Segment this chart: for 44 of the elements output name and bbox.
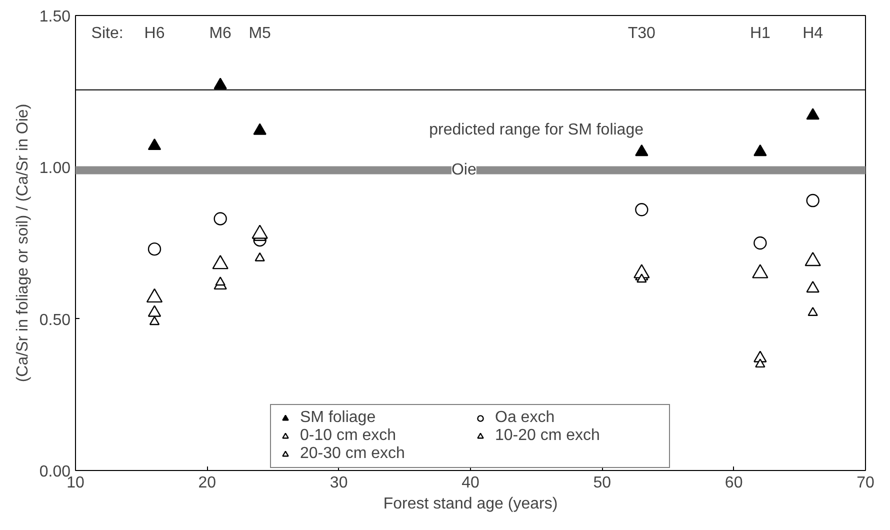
point [146, 288, 163, 303]
point [252, 224, 268, 239]
point [635, 144, 648, 156]
annotation: H1 [750, 25, 770, 42]
legend-label: 10-20 cm exch [495, 427, 601, 445]
point [806, 280, 820, 293]
legend-label: 0-10 cm exch [300, 427, 398, 445]
x-tick-label: 40 [462, 474, 480, 492]
point [215, 276, 226, 286]
point [636, 274, 647, 283]
point [754, 144, 767, 156]
y-tick-label: 1.00 [39, 160, 71, 178]
point [808, 306, 818, 316]
point [806, 108, 820, 120]
y-tick-label: 1.50 [39, 8, 71, 26]
annotation: M5 [248, 25, 272, 42]
legend-label: SM foliage [300, 409, 377, 427]
y-tick-label: 0.50 [39, 312, 71, 329]
annotation: T30 [628, 25, 656, 42]
point [253, 123, 266, 135]
x-tick-label: 20 [198, 474, 216, 492]
x-tick-label: 30 [330, 474, 348, 492]
annotation: H4 [802, 25, 824, 42]
x-tick-label: 60 [724, 474, 743, 492]
point [149, 316, 160, 326]
x-tick-label: 70 [856, 474, 874, 492]
point [214, 78, 227, 90]
annotation: predicted range for SM foliage [429, 122, 644, 139]
annotation: M6 [209, 25, 232, 42]
point [804, 252, 821, 266]
point [148, 305, 162, 317]
legend-label: 20-30 cm exch [300, 445, 406, 463]
point [755, 358, 766, 368]
legend-label: Oa exch [495, 409, 556, 427]
point [148, 138, 162, 150]
annotation: Site: [91, 25, 124, 42]
y-axis-title: (Ca/Sr in foliage or soil) / (Ca/Sr in Oie) [14, 104, 32, 382]
point [752, 264, 768, 278]
point [212, 254, 228, 270]
point [254, 252, 265, 262]
x-tick-label: 50 [593, 474, 612, 492]
annotation: H6 [144, 25, 165, 42]
x-axis-title: Forest stand age (years) [383, 496, 558, 512]
ref-line-label: Oie [451, 162, 476, 179]
